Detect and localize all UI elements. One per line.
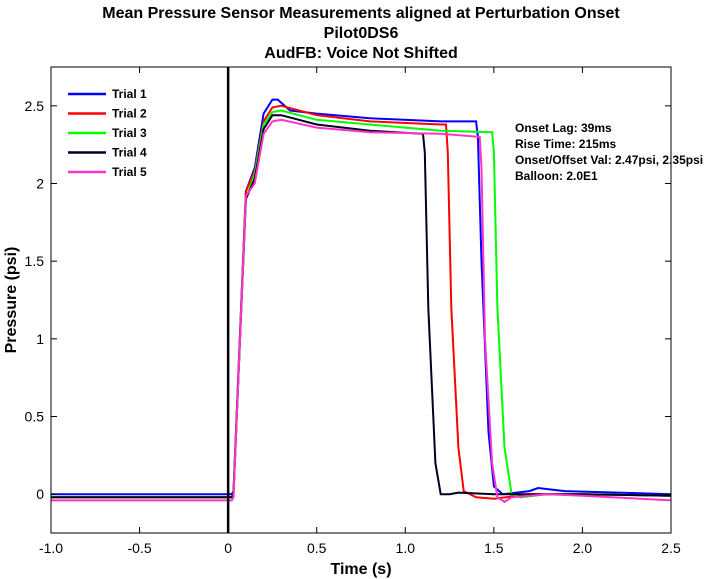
legend: Trial 1 Trial 2 Trial 3 Trial 4 Trial 5 bbox=[61, 79, 157, 181]
x-axis: -1.0 -0.5 0 0.5 1.0 1.5 2.0 2.5 bbox=[39, 67, 681, 556]
title-line-3: AudFB: Voice Not Shifted bbox=[264, 45, 457, 62]
legend-label-trial-2: Trial 2 bbox=[112, 107, 147, 121]
x-tick-label: 0.5 bbox=[307, 540, 327, 556]
series-line-trial-5 bbox=[51, 118, 672, 504]
y-axis-label: Pressure (psi) bbox=[3, 247, 20, 354]
y-tick-label: 1.5 bbox=[25, 253, 45, 269]
y-tick-label: 1 bbox=[36, 331, 44, 347]
x-tick-label: -0.5 bbox=[128, 540, 152, 556]
x-tick-label: 0 bbox=[224, 540, 232, 556]
x-tick-label: 1.0 bbox=[396, 540, 416, 556]
y-tick-label: 0.5 bbox=[25, 409, 45, 425]
annotation-block: Onset Lag: 39ms Rise Time: 215ms Onset/Off… bbox=[515, 121, 703, 183]
series-line-trial-2 bbox=[51, 104, 672, 500]
legend-label-trial-5: Trial 5 bbox=[112, 165, 147, 179]
y-axis: 0 0.5 1 1.5 2 2.5 bbox=[25, 98, 671, 502]
y-tick-label: 2 bbox=[36, 176, 44, 192]
plot-area-frame bbox=[50, 66, 672, 534]
annotation-line: Balloon: 2.0E1 bbox=[515, 169, 598, 183]
chart-title: Mean Pressure Sensor Measurements aligne… bbox=[102, 5, 620, 62]
title-line-1: Mean Pressure Sensor Measurements aligne… bbox=[102, 5, 620, 22]
legend-label-trial-3: Trial 3 bbox=[112, 126, 147, 140]
legend-label-trial-4: Trial 4 bbox=[112, 146, 147, 160]
y-tick-label: 2.5 bbox=[25, 98, 45, 114]
annotation-line: Onset/Offset Val: 2.47psi, 2.35psi bbox=[515, 153, 703, 167]
series-group bbox=[51, 98, 672, 504]
x-tick-label: 2.5 bbox=[661, 540, 681, 556]
y-tick-label: 0 bbox=[36, 486, 44, 502]
x-tick-label: -1.0 bbox=[39, 540, 63, 556]
x-axis-label: Time (s) bbox=[330, 561, 391, 578]
x-tick-label: 1.5 bbox=[484, 540, 504, 556]
annotation-line: Onset Lag: 39ms bbox=[515, 121, 612, 135]
annotation-line: Rise Time: 215ms bbox=[515, 137, 616, 151]
title-line-2: Pilot0DS6 bbox=[324, 25, 399, 42]
legend-label-trial-1: Trial 1 bbox=[112, 87, 147, 101]
x-tick-label: 2.0 bbox=[573, 540, 593, 556]
legend-box bbox=[61, 79, 157, 181]
